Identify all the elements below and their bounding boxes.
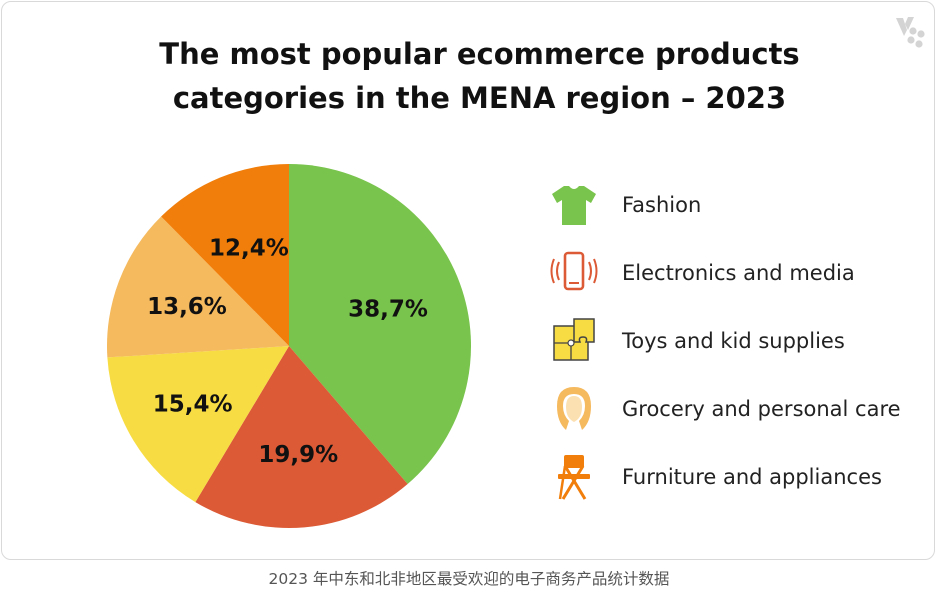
legend-label-electronics: Electronics and media bbox=[622, 261, 855, 285]
chart-title-line-1: The most popular ecommerce products bbox=[159, 37, 800, 71]
pie-slice-label-toys: 15,4% bbox=[153, 392, 233, 418]
pie-slice-furniture bbox=[161, 164, 289, 346]
legend-item-fashion: Fashion bbox=[548, 180, 928, 230]
woman-face-icon bbox=[557, 387, 591, 430]
pie-slice-fashion bbox=[289, 164, 472, 485]
smartphone-icon bbox=[550, 251, 598, 291]
chart-title-line-2: categories in the MENA region – 2023 bbox=[172, 81, 787, 115]
legend-item-electronics: Electronics and media bbox=[548, 248, 928, 298]
tshirt-icon bbox=[552, 186, 596, 225]
pie-slice-label-electronics: 19,9% bbox=[258, 442, 338, 468]
legend-label-fashion: Fashion bbox=[622, 193, 702, 217]
chart-card: The most popular ecommerce products cate… bbox=[1, 1, 935, 560]
pie-slice-label-fashion: 38,7% bbox=[348, 296, 428, 322]
chart-title: The most popular ecommerce products cate… bbox=[2, 32, 938, 120]
pie-chart: 38,7% 19,9% 15,4% 13,6% 12,4% bbox=[107, 164, 472, 528]
legend-item-grocery: Grocery and personal care bbox=[548, 384, 928, 434]
legend-label-grocery: Grocery and personal care bbox=[622, 397, 901, 421]
brand-logo-icon bbox=[896, 17, 925, 48]
pie-slice-label-grocery: 13,6% bbox=[147, 294, 227, 320]
pie-slice-label-furniture: 12,4% bbox=[209, 235, 289, 261]
legend-label-furniture: Furniture and appliances bbox=[622, 465, 882, 489]
legend-item-furniture: Furniture and appliances bbox=[548, 452, 928, 502]
puzzle-icon bbox=[553, 318, 595, 361]
image-caption: 2023 年中东和北非地区最受欢迎的电子商务产品统计数据 bbox=[268, 570, 670, 588]
pie-slice-toys bbox=[107, 346, 290, 503]
folding-chair-icon bbox=[558, 455, 590, 500]
legend-label-toys: Toys and kid supplies bbox=[622, 329, 845, 353]
legend-item-toys: Toys and kid supplies bbox=[548, 316, 928, 366]
pie-slice-electronics bbox=[195, 346, 408, 528]
pie-slice-grocery bbox=[107, 216, 289, 358]
